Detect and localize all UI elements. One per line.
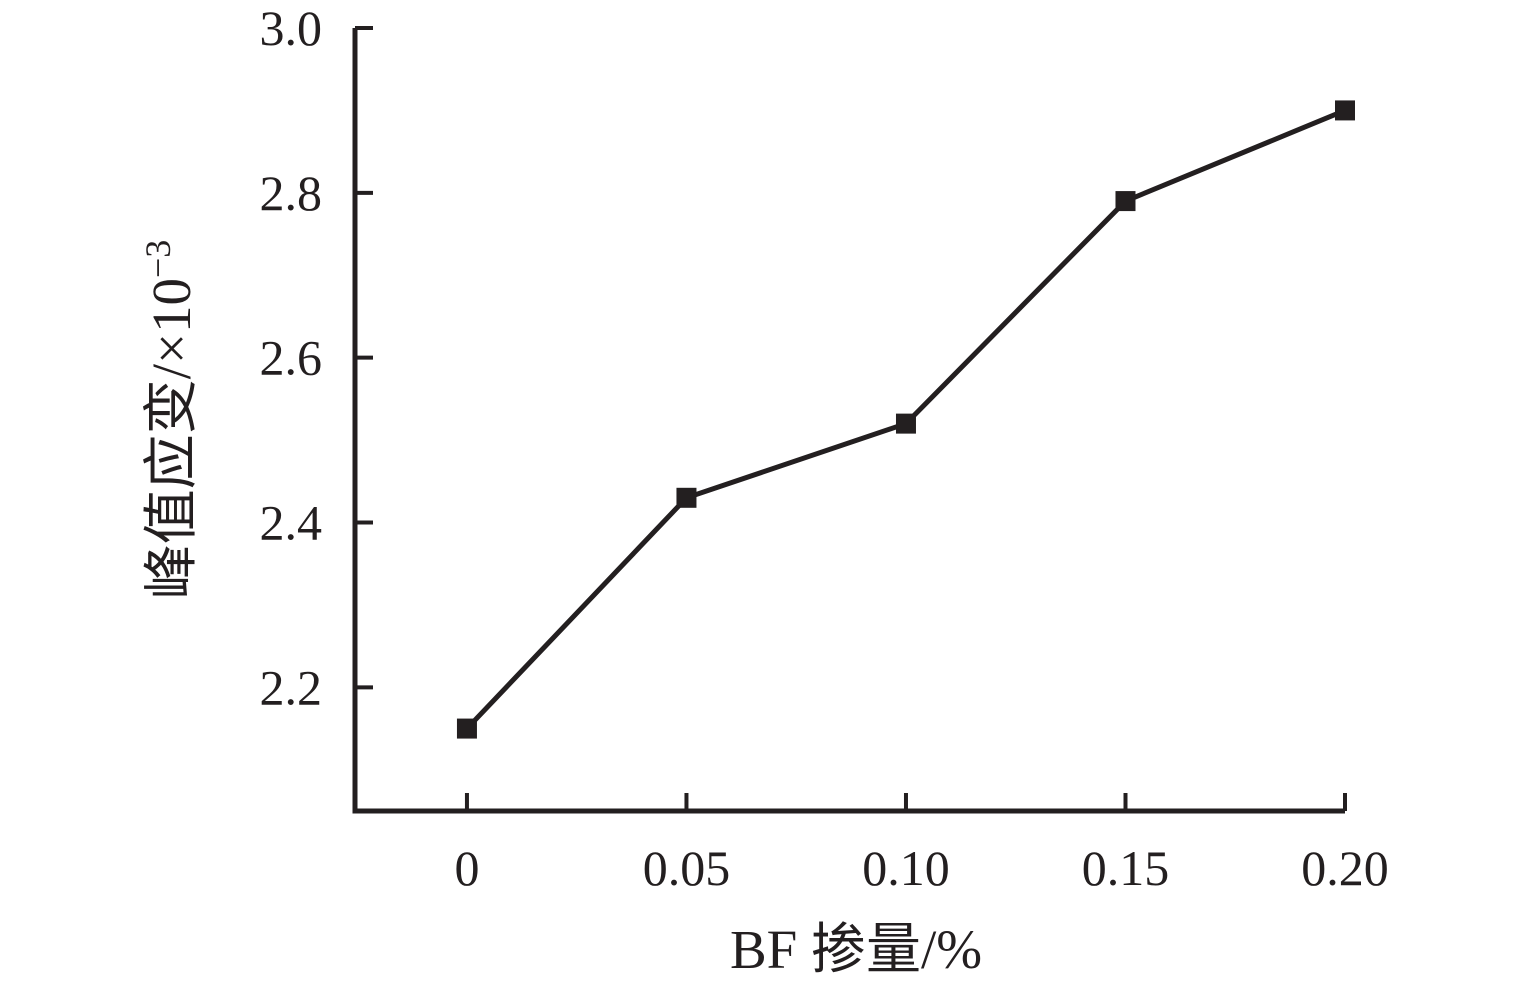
x-tick-label: 0 bbox=[454, 840, 479, 896]
axis-frame bbox=[352, 28, 1345, 814]
y-axis-title: 峰值应变/×10−3 bbox=[138, 240, 202, 600]
data-point-marker bbox=[676, 487, 697, 508]
y-tick-label: 3.0 bbox=[260, 0, 323, 56]
data-point-marker bbox=[456, 718, 477, 739]
y-tick-label: 2.4 bbox=[260, 495, 323, 551]
y-tick-label: 2.6 bbox=[260, 330, 323, 386]
y-tick-label: 2.8 bbox=[260, 165, 323, 221]
y-tick-label: 2.2 bbox=[260, 659, 323, 715]
data-point-marker bbox=[1335, 100, 1355, 121]
x-tick-label: 0.05 bbox=[643, 840, 731, 896]
plot-area: 2.2 2.4 2.6 2.8 3.0 0 0.05 0.10 0.15 0.20 峰值应变/×10… bbox=[138, 0, 1389, 896]
x-axis-title: BF 掺量/% bbox=[730, 919, 982, 980]
data-point-marker bbox=[1115, 191, 1136, 212]
data-point-marker bbox=[895, 413, 916, 434]
x-tick-label: 0.15 bbox=[1082, 840, 1170, 896]
x-tick-label: 0.10 bbox=[862, 840, 950, 896]
x-tick-label: 0.20 bbox=[1301, 840, 1389, 896]
